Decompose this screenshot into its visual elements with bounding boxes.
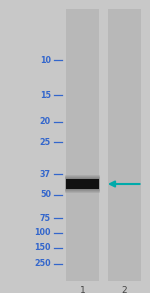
Bar (65, 177, 100, 191)
Bar (66, 9, 99, 281)
Text: 100: 100 (34, 229, 51, 237)
Text: 25: 25 (40, 138, 51, 146)
Text: 10: 10 (40, 56, 51, 64)
Text: 2: 2 (122, 286, 127, 293)
Text: 37: 37 (40, 170, 51, 179)
Text: 150: 150 (34, 243, 51, 252)
Text: 1: 1 (80, 286, 85, 293)
Text: 250: 250 (34, 259, 51, 268)
Bar (108, 9, 141, 281)
Text: 75: 75 (40, 214, 51, 223)
Bar (65, 176, 100, 192)
Bar (65, 175, 100, 193)
Text: 15: 15 (40, 91, 51, 100)
Bar (66, 178, 99, 190)
Bar (66, 179, 99, 189)
Text: 50: 50 (40, 190, 51, 199)
Text: 20: 20 (40, 117, 51, 126)
